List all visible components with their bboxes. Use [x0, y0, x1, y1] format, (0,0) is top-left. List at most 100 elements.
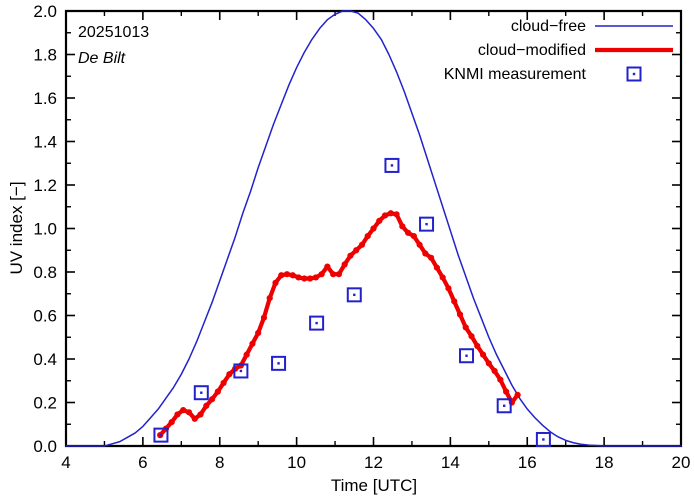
annotation-date: 20251013 [78, 24, 149, 41]
measurement-marker [309, 315, 325, 331]
series-point [203, 402, 210, 409]
series-layer [65, 10, 682, 447]
measurement-marker-center [315, 321, 318, 325]
y-tick-label: 1.0 [33, 220, 57, 239]
y-tick-label: 0.6 [33, 307, 57, 326]
x-tick-label: 16 [518, 453, 537, 472]
y-tick-label: 0.2 [33, 394, 57, 413]
measurement-marker-center [353, 293, 356, 297]
series-cloud-free [65, 10, 682, 447]
series-point [393, 211, 400, 218]
series-point [272, 279, 279, 286]
series-point [341, 261, 348, 268]
series-point [399, 223, 406, 230]
series-point [312, 274, 319, 281]
series-point [197, 411, 204, 418]
annotation-site: De Bilt [78, 50, 126, 67]
series-point [237, 362, 244, 369]
series-point [324, 263, 331, 270]
series-point [226, 371, 233, 378]
y-tick-label: 1.2 [33, 176, 57, 195]
measurement-marker [153, 427, 169, 443]
measurement-marker-center [159, 433, 163, 437]
series-point [387, 210, 394, 217]
y-tick-label: 2.0 [33, 2, 57, 21]
series-point [364, 233, 371, 240]
x-tick-label: 10 [287, 453, 306, 472]
series-point [220, 379, 227, 387]
series-point [208, 396, 216, 403]
measurement-markers-layer [153, 157, 551, 447]
series-point [174, 411, 181, 418]
series-point [301, 275, 308, 282]
series-point [214, 388, 221, 395]
measurement-marker-center [390, 164, 394, 167]
measurement-marker-center [542, 438, 545, 441]
y-tick-label: 1.6 [33, 89, 57, 108]
x-axis-ticks [65, 11, 682, 446]
measurement-marker-center [425, 222, 428, 226]
series-point [370, 225, 377, 232]
series-point [410, 233, 417, 240]
series-point [347, 252, 354, 259]
series-point [376, 217, 383, 224]
measurement-marker-center [239, 369, 243, 373]
measurement-marker [459, 348, 475, 364]
x-tick-label: 12 [364, 453, 383, 472]
x-tick-label: 6 [138, 453, 147, 472]
series-point [456, 311, 464, 318]
series-point [479, 351, 487, 358]
series-point [330, 271, 337, 278]
y-axis-tick-labels: 0.0 0.2 0.4 0.6 0.8 1.0 1.2 1.4 1.6 1.8 2.0 [33, 2, 57, 456]
x-tick-label: 18 [595, 453, 614, 472]
measurement-marker [496, 398, 512, 414]
y-tick-label: 0.8 [33, 263, 57, 282]
series-point [306, 275, 314, 282]
legend-label: KNMI measurement [444, 66, 587, 83]
series-point [497, 376, 504, 383]
series-point [185, 409, 193, 416]
measurement-marker [346, 287, 362, 303]
series-point [335, 271, 343, 278]
series-point [422, 250, 429, 257]
legend-label: cloud−modified [478, 42, 586, 59]
series-point [318, 271, 325, 278]
series-point [180, 407, 187, 414]
series-point [514, 391, 521, 398]
series-point [462, 324, 469, 331]
series-point [474, 342, 481, 350]
series-point [451, 298, 458, 305]
series-point [191, 415, 198, 422]
measurement-marker [384, 157, 400, 173]
series-point [428, 254, 435, 261]
measurement-marker [419, 216, 435, 232]
legend: cloud−free cloud−modified KNMI measurement [444, 18, 673, 83]
y-axis-ticks [66, 10, 681, 447]
series-point [358, 241, 366, 248]
series-point [283, 271, 291, 278]
y-axis-title: UV index [−] [7, 181, 26, 274]
measurement-marker [233, 363, 249, 379]
series-point [353, 247, 360, 254]
measurement-marker-center [277, 362, 280, 365]
series-point [433, 264, 441, 271]
measurement-marker-center [465, 354, 468, 357]
y-tick-label: 1.8 [33, 46, 57, 65]
series-point [289, 272, 296, 279]
series-point [278, 272, 285, 279]
y-tick-label: 1.4 [33, 133, 57, 152]
measurement-marker [271, 355, 287, 371]
legend-swatch-measurement [626, 66, 642, 82]
x-tick-label: 14 [441, 453, 460, 472]
x-tick-label: 4 [61, 453, 70, 472]
series-point [295, 274, 302, 281]
series-point [249, 340, 256, 347]
series-cloud-modified [158, 211, 520, 438]
measurement-marker-center [200, 391, 203, 394]
series-point [266, 295, 273, 302]
measurement-marker-center [502, 404, 506, 407]
x-axis-tick-labels: 4 6 8 10 12 14 16 18 20 [61, 453, 690, 472]
series-point [468, 333, 475, 340]
